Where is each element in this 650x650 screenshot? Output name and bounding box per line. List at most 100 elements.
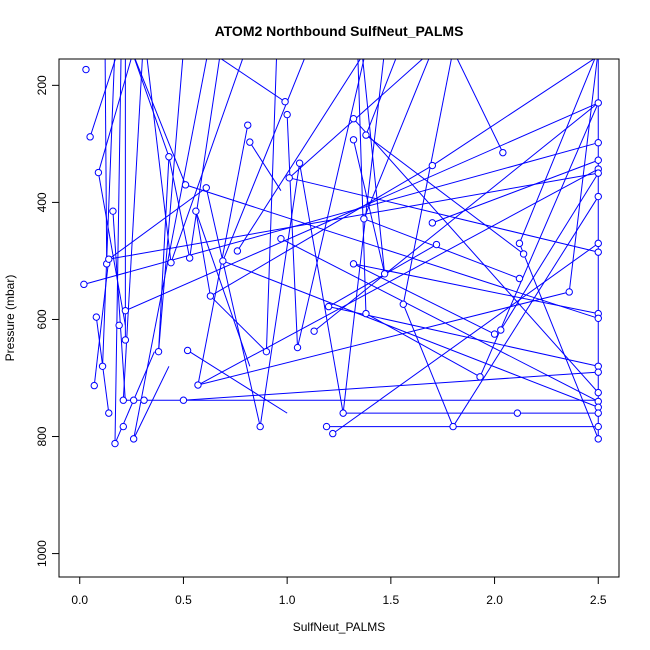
data-point	[497, 326, 505, 334]
y-tick-label: 1000	[35, 540, 49, 567]
data-point	[80, 280, 88, 289]
data-point	[310, 327, 318, 335]
x-axis: 0.0 0.5 1.0 1.5 2.0 2.5	[71, 576, 607, 607]
chart-title: ATOM2 Northbound SulfNeut_PALMS	[215, 23, 464, 39]
data-point	[362, 131, 370, 139]
data-point	[594, 192, 602, 201]
series-line-segment	[189, 59, 220, 259]
series-line-segment	[288, 59, 424, 179]
x-tick-label: 1.0	[279, 593, 296, 607]
data-point	[594, 99, 602, 107]
data-point	[432, 240, 441, 249]
series-line-segment	[365, 59, 397, 136]
series-line-segment	[500, 172, 599, 331]
x-tick-label: 1.5	[383, 593, 400, 607]
series-line-segment	[432, 159, 599, 224]
series-line-segment	[289, 177, 599, 253]
data-point	[256, 422, 264, 431]
data-point	[82, 65, 90, 74]
data-point	[285, 174, 293, 182]
series-line-segment	[197, 125, 249, 386]
data-point	[594, 388, 602, 397]
data-point	[283, 110, 291, 119]
data-point	[140, 396, 148, 404]
series-line-segment	[259, 163, 301, 427]
series-line-segment	[299, 163, 344, 414]
series-line-segment	[195, 211, 211, 297]
series-line-segment	[342, 59, 385, 414]
series-line-segment	[402, 304, 454, 427]
series-line-segment	[353, 263, 495, 335]
data-point	[262, 347, 271, 356]
data-point	[324, 302, 333, 311]
series-line-segment	[353, 118, 599, 393]
data-point	[92, 313, 101, 321]
data-point	[185, 254, 194, 262]
data-point	[499, 148, 507, 157]
series-line-segment	[112, 211, 126, 402]
data-point	[181, 181, 190, 189]
data-point	[154, 347, 163, 356]
data-point	[519, 250, 528, 258]
data-point	[349, 260, 358, 268]
series-line-segment	[456, 59, 504, 153]
series-line-segment	[210, 295, 267, 353]
series-line-segment	[363, 218, 520, 279]
data-point	[179, 396, 188, 404]
series-line-segment	[104, 59, 108, 264]
series-line-segment	[158, 59, 184, 352]
data-point	[565, 288, 573, 296]
data-point	[360, 215, 368, 223]
data-point	[244, 121, 252, 129]
plot-data-layer	[80, 59, 602, 448]
data-point	[295, 159, 304, 167]
series-line-segment	[568, 59, 598, 293]
y-axis-label: Pressure (mbar)	[3, 275, 17, 362]
data-point	[515, 274, 524, 283]
series-line-segment	[133, 59, 208, 439]
data-point	[594, 169, 602, 177]
data-point	[293, 343, 302, 352]
data-point	[594, 314, 602, 322]
series-line-segment	[365, 313, 481, 378]
series-line-segment	[170, 59, 244, 263]
y-tick-label: 800	[35, 426, 49, 446]
data-point	[86, 133, 94, 141]
series-line-segment	[313, 102, 599, 332]
data-point	[594, 156, 602, 164]
data-point	[119, 396, 127, 404]
data-point	[594, 239, 602, 248]
series-line-segment	[97, 59, 132, 173]
data-point	[129, 396, 138, 404]
data-point	[594, 409, 602, 417]
series-line-segment	[187, 350, 288, 414]
data-point	[399, 300, 407, 308]
data-point	[281, 98, 289, 106]
data-point	[594, 138, 602, 147]
series-line-segment	[133, 366, 170, 440]
series-line-segment	[518, 243, 599, 440]
data-point	[515, 239, 524, 248]
data-point	[129, 435, 138, 443]
data-point	[206, 292, 215, 300]
series-line-segment	[134, 59, 170, 157]
x-tick-label: 2.0	[486, 593, 503, 607]
data-point	[594, 422, 602, 431]
data-point	[428, 219, 437, 227]
series-line-segment	[236, 59, 361, 252]
data-point	[329, 429, 337, 438]
data-point	[594, 368, 602, 376]
series-line-segment	[158, 156, 170, 352]
data-point	[594, 248, 602, 256]
data-point	[202, 184, 210, 192]
series-line-segment	[328, 306, 599, 367]
series-line-segment	[93, 259, 110, 386]
data-point	[167, 258, 175, 267]
series-line-segment	[205, 187, 261, 427]
data-point	[349, 115, 358, 123]
series-line-segment	[220, 59, 286, 103]
series-line-segment	[365, 134, 524, 255]
x-tick-label: 0.5	[175, 593, 192, 607]
series-line-segment	[332, 242, 599, 435]
